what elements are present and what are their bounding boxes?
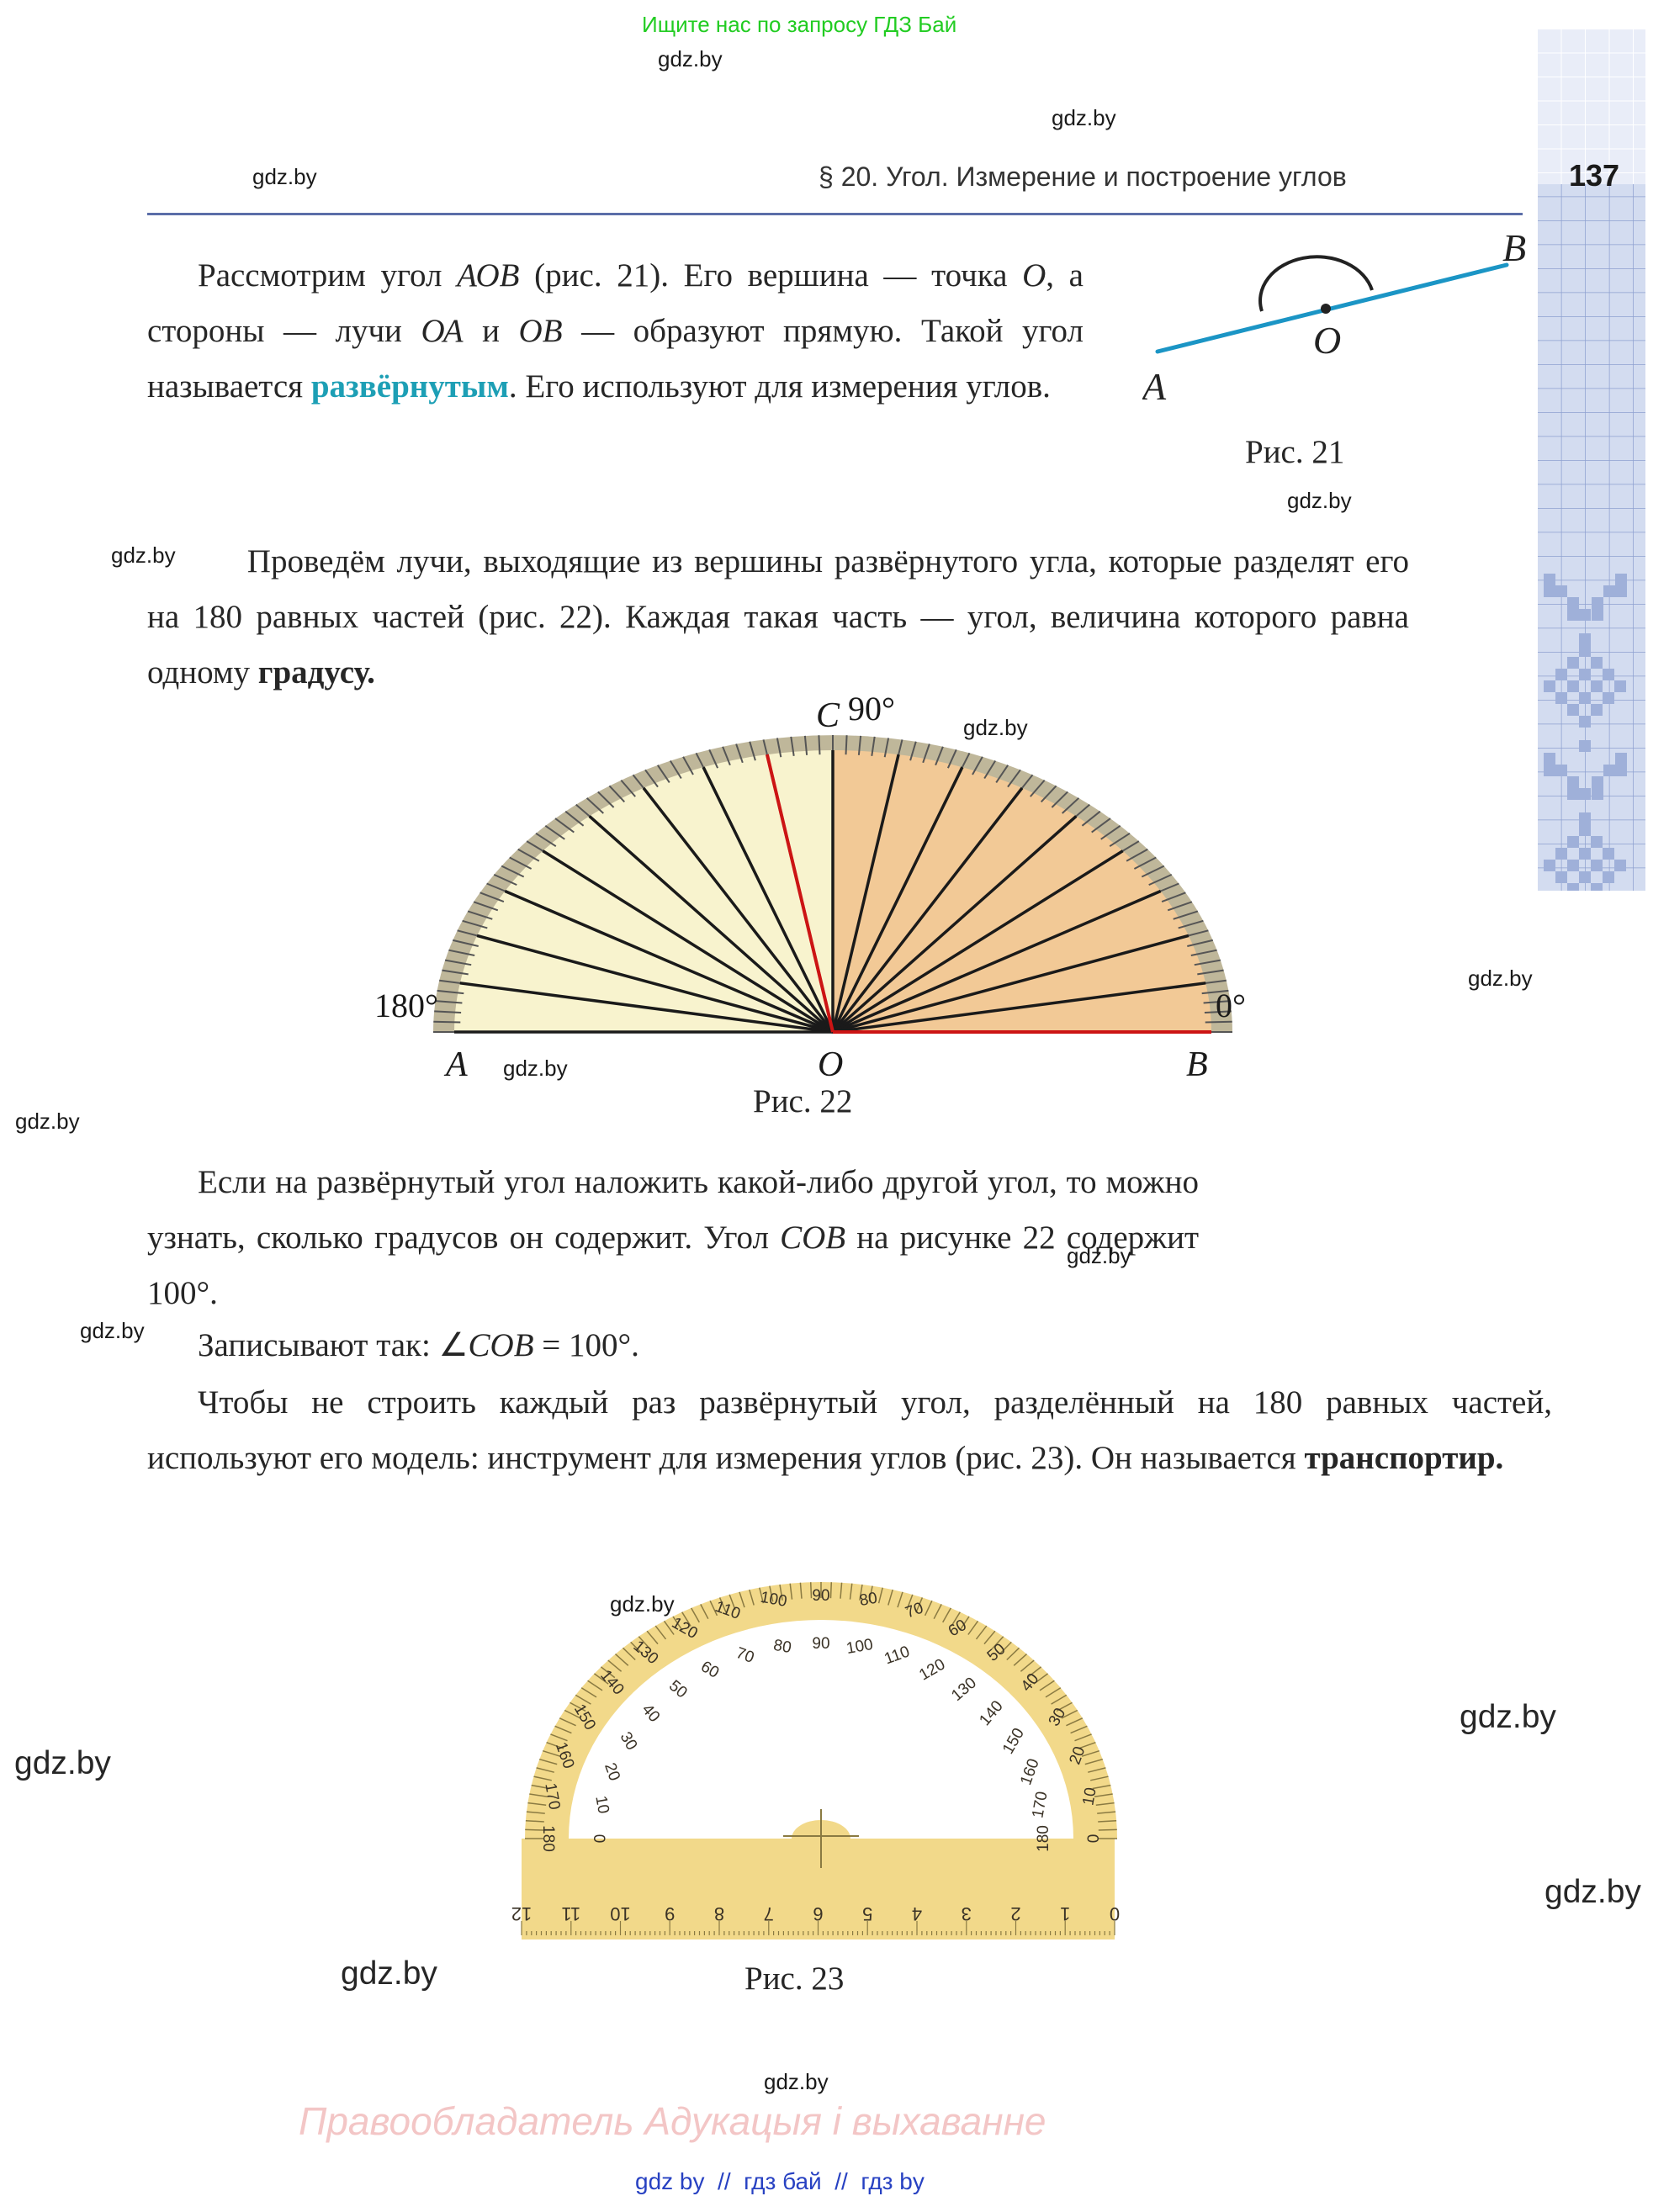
svg-text:40: 40: [1018, 1670, 1043, 1696]
svg-text:30: 30: [1046, 1705, 1070, 1729]
svg-text:130: 130: [630, 1638, 662, 1668]
svg-text:O: O: [1313, 319, 1341, 362]
svg-text:40: 40: [638, 1701, 664, 1726]
svg-text:8: 8: [714, 1903, 724, 1924]
svg-text:50: 50: [665, 1677, 691, 1702]
svg-text:3: 3: [962, 1903, 972, 1924]
svg-text:150: 150: [999, 1725, 1028, 1757]
svg-text:9: 9: [665, 1903, 675, 1924]
svg-text:60: 60: [697, 1658, 722, 1682]
svg-text:120: 120: [916, 1656, 948, 1685]
svg-text:B: B: [1502, 227, 1526, 269]
svg-text:0: 0: [1085, 1834, 1103, 1844]
svg-text:80: 80: [772, 1637, 792, 1657]
svg-text:80: 80: [858, 1590, 878, 1610]
svg-text:4: 4: [912, 1903, 922, 1924]
svg-text:2: 2: [1010, 1903, 1020, 1924]
svg-text:1: 1: [1060, 1903, 1070, 1924]
svg-text:140: 140: [976, 1697, 1006, 1729]
svg-text:160: 160: [552, 1740, 578, 1771]
svg-text:130: 130: [948, 1674, 980, 1704]
svg-text:150: 150: [570, 1701, 599, 1733]
svg-text:0: 0: [590, 1834, 607, 1844]
svg-text:10: 10: [1079, 1786, 1099, 1807]
svg-text:160: 160: [1017, 1756, 1043, 1787]
svg-text:100: 100: [759, 1589, 788, 1611]
svg-text:7: 7: [764, 1903, 774, 1924]
svg-text:20: 20: [601, 1760, 623, 1783]
svg-text:11: 11: [561, 1903, 580, 1924]
svg-text:180: 180: [539, 1825, 557, 1852]
svg-text:12: 12: [511, 1903, 532, 1924]
svg-text:100: 100: [845, 1636, 875, 1658]
svg-text:50: 50: [984, 1640, 1009, 1665]
svg-text:0: 0: [1110, 1903, 1120, 1924]
svg-text:20: 20: [1066, 1744, 1089, 1767]
svg-text:10: 10: [591, 1795, 612, 1815]
svg-text:170: 170: [1029, 1790, 1051, 1819]
svg-text:70: 70: [734, 1644, 756, 1667]
svg-text:70: 70: [903, 1599, 925, 1622]
svg-text:A: A: [1142, 365, 1167, 408]
svg-text:5: 5: [862, 1903, 872, 1924]
svg-text:90: 90: [812, 1587, 829, 1605]
svg-text:90: 90: [812, 1635, 829, 1653]
svg-text:6: 6: [813, 1903, 823, 1924]
svg-text:180: 180: [1035, 1825, 1052, 1852]
svg-text:30: 30: [617, 1729, 641, 1754]
svg-text:110: 110: [713, 1598, 743, 1623]
svg-text:120: 120: [669, 1614, 701, 1643]
svg-text:110: 110: [882, 1643, 913, 1668]
svg-text:140: 140: [596, 1667, 627, 1699]
svg-text:170: 170: [541, 1782, 563, 1812]
svg-text:10: 10: [610, 1903, 630, 1924]
svg-text:60: 60: [946, 1617, 970, 1641]
